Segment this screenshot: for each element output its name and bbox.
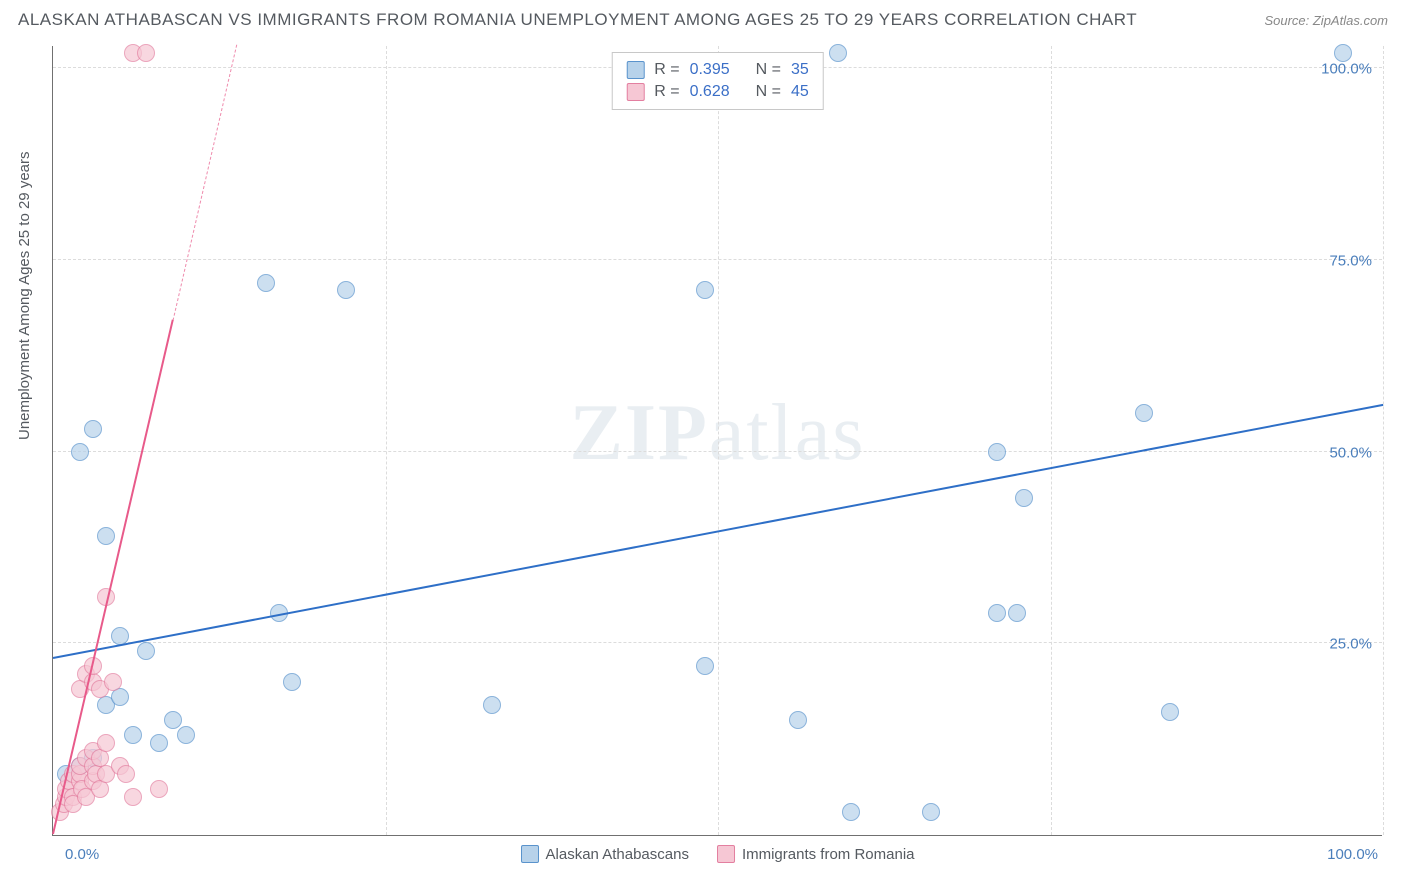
scatter-point xyxy=(177,726,195,744)
trend-line-extension xyxy=(172,44,237,320)
scatter-point xyxy=(1161,703,1179,721)
legend-swatch xyxy=(626,83,644,101)
scatter-point xyxy=(483,696,501,714)
scatter-point xyxy=(257,274,275,292)
legend-swatch xyxy=(717,845,735,863)
n-label: N = xyxy=(756,83,781,101)
y-tick-label: 50.0% xyxy=(1329,444,1372,461)
scatter-point xyxy=(91,780,109,798)
scatter-point xyxy=(111,688,129,706)
source-label: Source: ZipAtlas.com xyxy=(1264,13,1388,28)
correlation-legend-row: R = 0.395 N = 35 xyxy=(626,59,809,81)
legend-label: Alaskan Athabascans xyxy=(546,846,689,863)
y-tick-label: 75.0% xyxy=(1329,252,1372,269)
n-value: 35 xyxy=(791,61,809,79)
legend-item: Alaskan Athabascans xyxy=(521,845,689,863)
gridline-vertical xyxy=(1383,46,1384,835)
n-value: 45 xyxy=(791,83,809,101)
chart-plot-area: ZIPatlas R = 0.395N = 35R = 0.628N = 45 … xyxy=(52,46,1382,836)
scatter-point xyxy=(842,803,860,821)
scatter-point xyxy=(84,420,102,438)
correlation-legend: R = 0.395 N = 35 R = 0.628 N = 45 xyxy=(611,52,824,110)
scatter-point xyxy=(829,44,847,62)
scatter-point xyxy=(1015,489,1033,507)
scatter-point xyxy=(696,657,714,675)
scatter-point xyxy=(124,788,142,806)
scatter-point xyxy=(988,443,1006,461)
y-axis-title: Unemployment Among Ages 25 to 29 years xyxy=(16,151,33,440)
scatter-point xyxy=(988,604,1006,622)
scatter-point xyxy=(104,673,122,691)
y-tick-label: 100.0% xyxy=(1321,61,1372,78)
scatter-point xyxy=(1135,404,1153,422)
scatter-point xyxy=(164,711,182,729)
scatter-point xyxy=(97,527,115,545)
r-label: R = xyxy=(654,83,679,101)
scatter-point xyxy=(283,673,301,691)
scatter-point xyxy=(789,711,807,729)
scatter-point xyxy=(922,803,940,821)
x-tick-label: 0.0% xyxy=(65,846,99,863)
r-label: R = xyxy=(654,61,679,79)
scatter-point xyxy=(137,642,155,660)
scatter-point xyxy=(1008,604,1026,622)
scatter-point xyxy=(337,281,355,299)
series-legend: Alaskan Athabascans Immigrants from Roman… xyxy=(521,845,915,863)
r-value: 0.628 xyxy=(690,83,730,101)
gridline-vertical xyxy=(1051,46,1052,835)
legend-item: Immigrants from Romania xyxy=(717,845,915,863)
x-tick-label: 100.0% xyxy=(1327,846,1378,863)
correlation-legend-row: R = 0.628 N = 45 xyxy=(626,81,809,103)
scatter-point xyxy=(117,765,135,783)
trend-line xyxy=(52,320,174,834)
scatter-point xyxy=(124,726,142,744)
scatter-point xyxy=(696,281,714,299)
scatter-point xyxy=(150,734,168,752)
gridline-vertical xyxy=(386,46,387,835)
r-value: 0.395 xyxy=(690,61,730,79)
scatter-point xyxy=(71,443,89,461)
scatter-point xyxy=(1334,44,1352,62)
y-tick-label: 25.0% xyxy=(1329,636,1372,653)
n-label: N = xyxy=(756,61,781,79)
legend-label: Immigrants from Romania xyxy=(742,846,915,863)
legend-swatch xyxy=(521,845,539,863)
scatter-point xyxy=(137,44,155,62)
scatter-point xyxy=(111,627,129,645)
scatter-point xyxy=(97,734,115,752)
gridline-vertical xyxy=(718,46,719,835)
legend-swatch xyxy=(626,61,644,79)
chart-title: ALASKAN ATHABASCAN VS IMMIGRANTS FROM RO… xyxy=(18,10,1137,30)
scatter-point xyxy=(150,780,168,798)
